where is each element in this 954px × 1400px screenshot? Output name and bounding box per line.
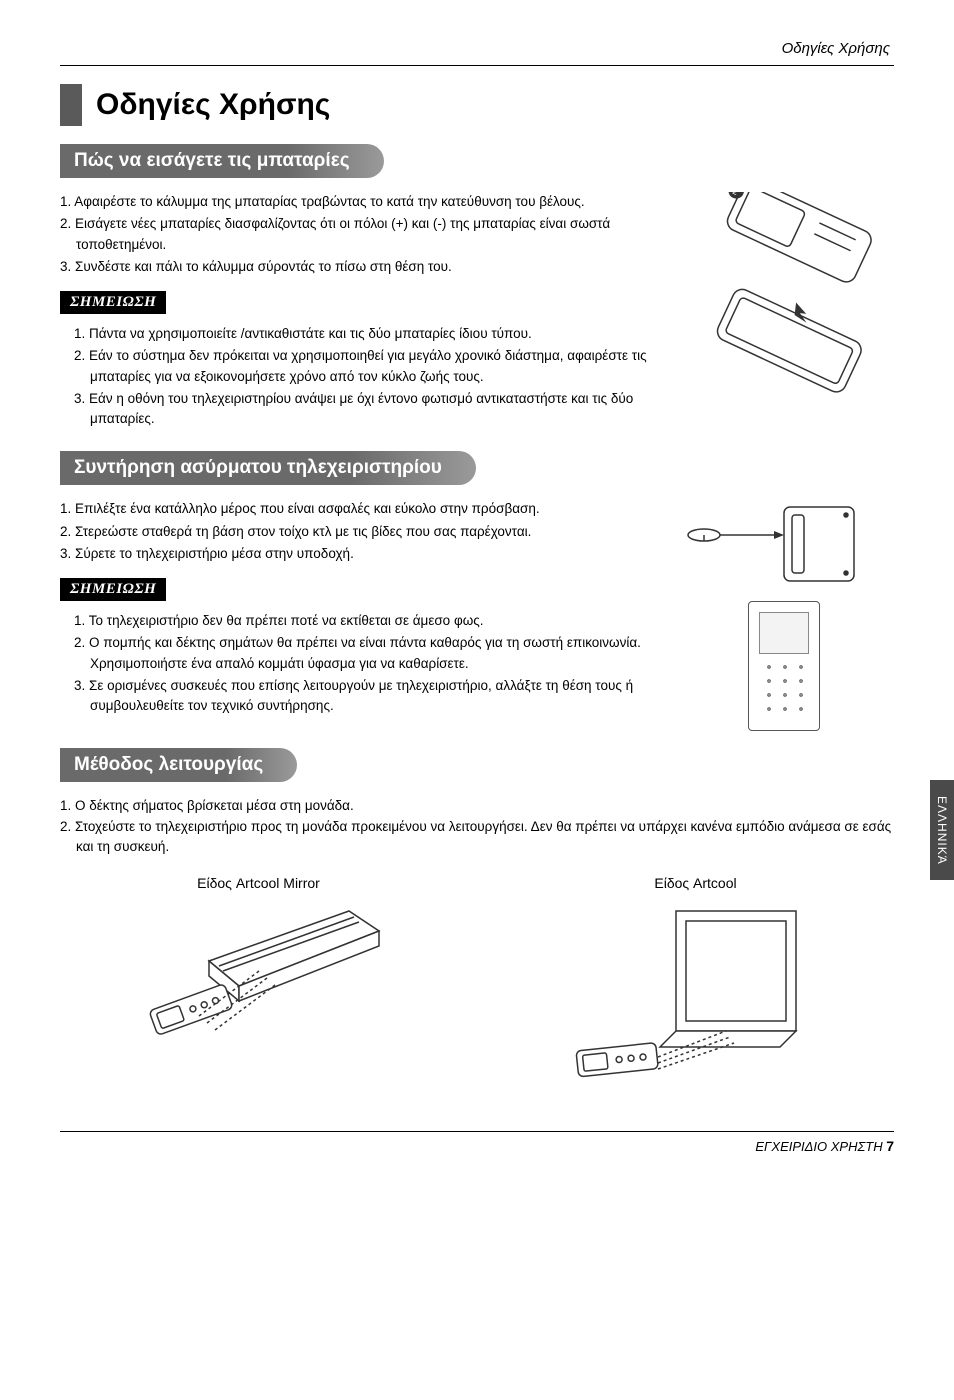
unit-mirror-label: Είδος Artcool Mirror [129,875,389,891]
wall-mount-illustration [674,499,874,589]
language-side-tab: ΕΛΛΗΝΙΚΆ [930,780,954,880]
section1-list: 1. Αφαιρέστε το κάλυμμα της μπαταρίας τρ… [60,192,654,277]
list-item: 2. Ο πομπής και δέκτης σημάτων θα πρέπει… [74,633,654,674]
list-item: 1. Αφαιρέστε το κάλυμμα της μπαταρίας τρ… [60,192,654,212]
section3-list: 1. Ο δέκτης σήματος βρίσκεται μέσα στη μ… [60,796,894,857]
top-rule [60,65,894,66]
list-item: 2. Στερεώστε σταθερά τη βάση στον τοίχο … [60,522,654,542]
list-item: 1. Ο δέκτης σήματος βρίσκεται μέσα στη μ… [60,796,894,816]
note-badge: ΣΗΜΕΙΩΣΗ [60,291,166,314]
main-title-row: Οδηγίες Χρήσης [60,84,894,126]
list-item: 3. Συνδέστε και πάλι το κάλυμμα σύροντάς… [60,257,654,277]
header-breadcrumb: Οδηγίες Χρήσης [60,40,894,57]
section1-notes: 1. Πάντα να χρησιμοποιείτε /αντικαθιστάτ… [60,324,654,429]
footer-text: ΕΓΧΕΙΡΙΔΙΟ ΧΡΗΣΤΗ [755,1139,882,1154]
section2-title: Συντήρηση ασύρματου τηλεχειριστηρίου [60,451,446,485]
list-item: 3. Εάν η οθόνη του τηλεχειριστηρίου ανάψ… [74,389,654,430]
title-accent-bar [60,84,82,126]
list-item: 2. Εάν το σύστημα δεν πρόκειται να χρησι… [74,346,654,387]
artcool-mirror-illustration [129,901,389,1101]
list-item: 3. Σύρετε το τηλεχειριστήριο μέσα στην υ… [60,544,654,564]
list-item: 3. Σε ορισμένες συσκευές που επίσης λειτ… [74,676,654,717]
section1-title: Πώς να εισάγετε τις μπαταρίες [60,144,354,178]
remote-small-illustration [748,601,820,731]
battery-remotes-illustration: 1 2 [674,192,884,412]
section2-notes: 1. Το τηλεχειριστήριο δεν θα πρέπει ποτέ… [60,611,654,716]
page-footer: ΕΓΧΕΙΡΙΔΙΟ ΧΡΗΣΤΗ 7 [60,1131,894,1154]
footer-page: 7 [886,1138,894,1154]
note-badge: ΣΗΜΕΙΩΣΗ [60,578,166,601]
list-item: 2. Εισάγετε νέες μπαταρίες διασφαλίζοντα… [60,214,654,255]
section3-title: Μέθοδος λειτουργίας [60,748,267,782]
list-item: 2. Στοχεύστε το τηλεχειριστήριο προς τη … [60,817,894,858]
page-title: Οδηγίες Χρήσης [82,84,344,126]
list-item: 1. Πάντα να χρησιμοποιείτε /αντικαθιστάτ… [74,324,654,344]
list-item: 1. Επιλέξτε ένα κατάλληλο μέρος που είνα… [60,499,654,519]
section3-header: Μέθοδος λειτουργίας [60,748,297,782]
section2-header: Συντήρηση ασύρματου τηλεχειριστηρίου [60,451,476,485]
section1-header: Πώς να εισάγετε τις μπαταρίες [60,144,384,178]
list-item: 1. Το τηλεχειριστήριο δεν θα πρέπει ποτέ… [74,611,654,631]
section2-list: 1. Επιλέξτε ένα κατάλληλο μέρος που είνα… [60,499,654,564]
artcool-illustration [566,901,826,1101]
unit-artcool-label: Είδος Artcool [566,875,826,891]
